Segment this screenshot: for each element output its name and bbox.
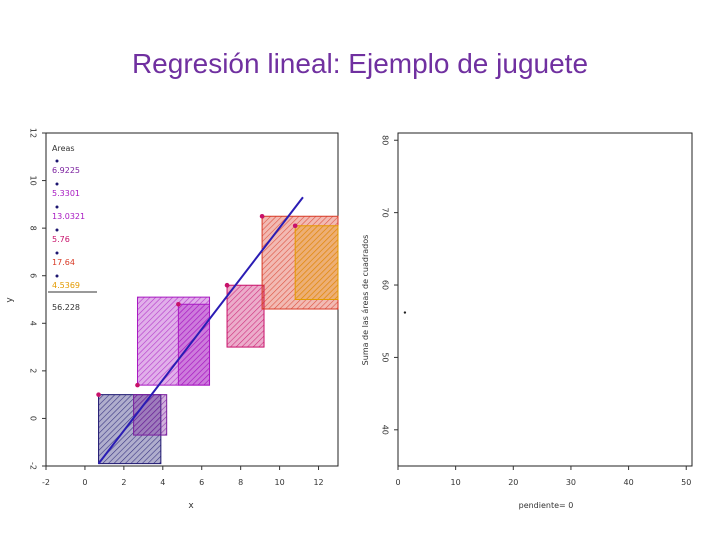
y-axis-ticks: 40 50 60 70 80 (381, 135, 398, 435)
slide-title: Regresión lineal: Ejemplo de juguete (131, 48, 589, 79)
y-tick-label: -2 (29, 462, 38, 470)
y-tick-label: 8 (29, 226, 38, 231)
x-tick-label: 20 (508, 478, 518, 487)
y-tick-label: 0 (29, 416, 38, 421)
y-tick-label: 2 (29, 368, 38, 373)
right-chart: 0 10 20 30 40 50 40 50 60 70 80 pendiente= 0 Suma… (361, 132, 693, 510)
left-chart: -2 0 2 4 6 8 10 12 -2 0 2 4 6 8 10 12 x y Areas 6.9225… (5, 128, 339, 511)
legend: Areas 6.9225 5.3301 13.0321 5.76 17.64 4.5369… (48, 144, 97, 312)
data-point (176, 301, 181, 307)
data-point (135, 382, 140, 388)
x-tick-label: -2 (42, 478, 50, 487)
legend-marker (55, 182, 59, 186)
x-tick-label: 10 (275, 478, 285, 487)
legend-entries: 6.9225 5.3301 13.0321 5.76 17.64 4.5369 (52, 159, 85, 290)
residual-square (261, 215, 339, 310)
x-tick-label: 40 (623, 478, 633, 487)
residual-squares (98, 215, 339, 465)
x-tick-label: 12 (313, 478, 323, 487)
x-tick-label: 0 (82, 478, 87, 487)
residual-square (98, 394, 162, 465)
left-plot-frame (45, 132, 339, 467)
y-tick-label: 6 (29, 273, 38, 278)
y-tick-label: 70 (381, 208, 390, 218)
x-axis-label: x (188, 501, 194, 511)
x-tick-label: 10 (451, 478, 461, 487)
y-tick-label: 40 (381, 425, 390, 435)
legend-entry: 17.64 (52, 258, 75, 267)
y-tick-label: 12 (29, 128, 38, 138)
legend-marker (55, 228, 59, 232)
residual-square (133, 394, 168, 436)
data-point (403, 311, 407, 314)
x-axis-ticks: -2 0 2 4 6 8 10 12 (42, 466, 324, 487)
legend-entry: 5.76 (52, 235, 70, 244)
legend-entry: 6.9225 (52, 166, 80, 175)
residual-square (226, 284, 265, 348)
y-tick-label: 60 (381, 280, 390, 290)
x-tick-label: 8 (238, 478, 243, 487)
y-tick-label: 50 (381, 352, 390, 362)
data-points (96, 213, 298, 397)
y-axis-label: Suma de las áreas de cuadrados (361, 235, 370, 366)
residual-square (136, 296, 211, 386)
legend-title: Areas (52, 144, 75, 153)
legend-marker (55, 251, 59, 255)
x-tick-label: 2 (121, 478, 126, 487)
x-axis-label: pendiente= 0 (519, 501, 574, 510)
x-axis-ticks: 0 10 20 30 40 50 (395, 466, 691, 487)
x-tick-label: 0 (395, 478, 400, 487)
data-points (403, 311, 407, 314)
x-tick-label: 30 (566, 478, 576, 487)
legend-entry: 13.0321 (52, 212, 85, 221)
data-point (259, 213, 265, 219)
legend-marker (55, 274, 59, 278)
data-point (96, 392, 101, 397)
y-axis-label: y (5, 297, 15, 303)
legend-marker (55, 205, 59, 209)
y-tick-label: 80 (381, 135, 390, 145)
residual-square (294, 225, 339, 300)
fit-line (97, 196, 304, 465)
legend-marker (55, 159, 59, 163)
x-tick-label: 50 (681, 478, 691, 487)
legend-entry: 5.3301 (52, 189, 80, 198)
y-tick-label: 10 (29, 175, 38, 185)
legend-total: 56.228 (52, 303, 80, 312)
right-plot-frame (397, 132, 693, 467)
residual-square (177, 303, 211, 386)
data-point (224, 282, 230, 288)
y-axis-ticks: -2 0 2 4 6 8 10 12 (29, 128, 46, 470)
x-tick-label: 6 (199, 478, 204, 487)
y-tick-label: 4 (29, 321, 38, 326)
x-tick-label: 4 (160, 478, 165, 487)
legend-entry: 4.5369 (52, 281, 80, 290)
data-point (292, 223, 298, 229)
